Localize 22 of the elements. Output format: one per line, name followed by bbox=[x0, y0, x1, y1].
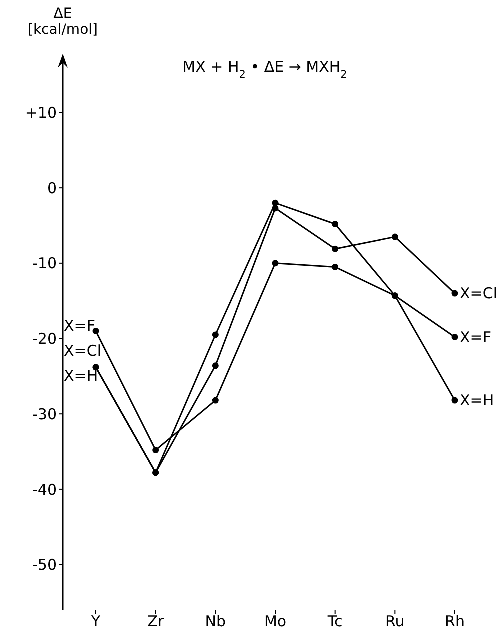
y-axis-title: ΔE [kcal/mol] bbox=[28, 6, 98, 38]
x-tick-label: Tc bbox=[326, 612, 343, 631]
y-tick-label: -30 bbox=[32, 405, 57, 424]
x-tick-label: Y bbox=[90, 612, 102, 631]
x-tick-label: Nb bbox=[205, 612, 226, 631]
y-tick-label: -10 bbox=[32, 254, 57, 273]
text: X=H bbox=[460, 392, 494, 410]
x-tick-label: Mo bbox=[264, 612, 287, 631]
series-label: X=H bbox=[64, 367, 98, 385]
series-label: X=F bbox=[64, 317, 96, 335]
y-tick-label: +10 bbox=[25, 104, 57, 122]
x-tick-label: Ru bbox=[386, 612, 405, 631]
x-tick-label: Rh bbox=[445, 612, 465, 631]
chart-title: MX + H$_{2}$ • ΔE → MXH$_{2}$ bbox=[182, 58, 348, 81]
text: X=F bbox=[460, 328, 492, 346]
y-tick-label: -50 bbox=[32, 556, 57, 574]
text: X=Cl bbox=[64, 342, 102, 360]
series-label: X=Cl bbox=[460, 284, 498, 303]
x-tick-label: Zr bbox=[148, 612, 165, 631]
y-tick-label: -40 bbox=[32, 480, 57, 499]
y-tick-label: -20 bbox=[32, 330, 57, 348]
y-tick-label: 0 bbox=[47, 179, 57, 198]
